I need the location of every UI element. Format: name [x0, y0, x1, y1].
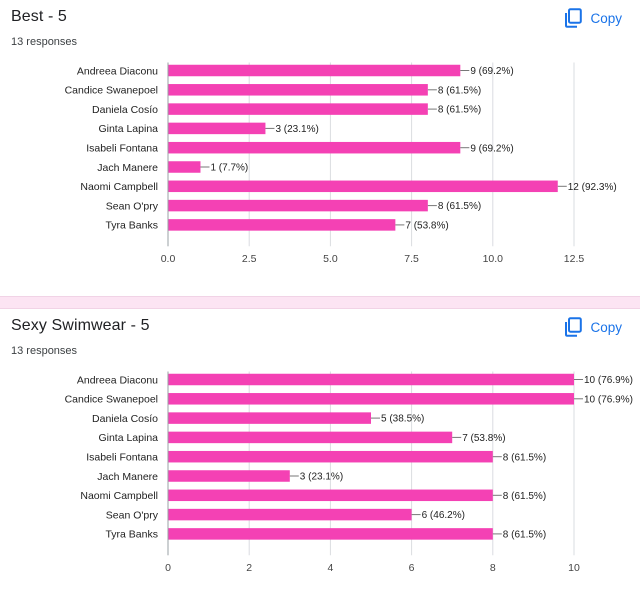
category-label: Naomi Campbell — [80, 181, 158, 193]
bar — [168, 199, 428, 212]
bar-chart-best: Andreea Diaconu 9 (69.2%) Candice Swanepoe… — [65, 62, 617, 265]
category-label: Isabeli Fontana — [86, 452, 158, 464]
copy-label: Copy — [590, 319, 622, 335]
response-count: 13 responses — [11, 36, 78, 48]
data-label: 8 (61.5%) — [503, 452, 546, 463]
data-label: 1 (7.7%) — [210, 163, 248, 174]
bar — [168, 373, 574, 386]
bar — [168, 412, 371, 424]
copy-label: Copy — [590, 10, 622, 26]
data-label: 6 (46.2%) — [422, 510, 465, 521]
x-tick-label: 7.5 — [404, 253, 419, 265]
data-label: 12 (92.3%) — [568, 182, 617, 193]
x-tick-label: 5.0 — [323, 253, 338, 265]
category-label: Tyra Banks — [105, 220, 158, 232]
bar — [168, 450, 493, 463]
copy-button[interactable]: Copy — [558, 4, 628, 32]
data-label: 9 (69.2%) — [470, 66, 513, 77]
bar — [168, 141, 461, 154]
x-tick-label: 12.5 — [564, 253, 585, 265]
category-label: Tyra Banks — [105, 529, 158, 541]
response-count: 13 responses — [11, 345, 78, 357]
category-label: Jach Manere — [97, 471, 158, 483]
copy-icon — [564, 8, 583, 28]
bar — [168, 161, 201, 173]
data-label: 7 (53.8%) — [462, 433, 505, 444]
data-label: 8 (61.5%) — [438, 105, 481, 116]
data-label: 3 (23.1%) — [300, 472, 343, 483]
x-tick-label: 2.5 — [242, 253, 257, 265]
x-tick-label: 4 — [327, 562, 333, 574]
bar-chart-sexy-swimwear: Andreea Diaconu 10 (76.9%) Candice Swanepo… — [65, 371, 633, 574]
data-label: 8 (61.5%) — [438, 85, 481, 96]
data-label: 5 (38.5%) — [381, 414, 424, 425]
category-label: Daniela Cosío — [92, 413, 158, 425]
data-label: 10 (76.9%) — [584, 375, 633, 386]
data-label: 3 (23.1%) — [275, 124, 318, 135]
category-label: Ginta Lapina — [98, 123, 158, 135]
bar — [168, 393, 574, 405]
question-title: Best - 5 — [11, 8, 67, 25]
x-tick-label: 2 — [246, 562, 252, 574]
bar — [168, 103, 428, 115]
bar — [168, 180, 558, 193]
x-tick-label: 10.0 — [483, 253, 504, 265]
bar — [168, 470, 290, 482]
category-label: Naomi Campbell — [80, 490, 158, 502]
question-card-sexy-swimwear: Sexy Swimwear - 5 13 responses Copy Andr… — [0, 309, 640, 610]
bar — [168, 122, 266, 135]
question-title: Sexy Swimwear - 5 — [11, 317, 150, 334]
category-label: Ginta Lapina — [98, 432, 158, 444]
data-label: 8 (61.5%) — [503, 530, 546, 541]
bar — [168, 431, 453, 444]
bar — [168, 489, 493, 502]
category-label: Jach Manere — [97, 162, 158, 174]
data-label: 8 (61.5%) — [438, 201, 481, 212]
bar — [168, 508, 412, 521]
category-label: Candice Swanepoel — [65, 394, 158, 406]
bar — [168, 84, 428, 96]
x-tick-label: 0.0 — [161, 253, 176, 265]
category-label: Daniela Cosío — [92, 104, 158, 116]
copy-button[interactable]: Copy — [558, 313, 628, 341]
category-label: Sean O'pry — [106, 200, 159, 212]
category-label: Candice Swanepoel — [65, 85, 158, 97]
data-label: 10 (76.9%) — [584, 394, 633, 405]
category-label: Andreea Diaconu — [77, 374, 158, 386]
bar — [168, 64, 461, 77]
x-tick-label: 8 — [490, 562, 496, 574]
question-card-best: Best - 5 13 responses Copy Andreea Diaco… — [0, 0, 640, 296]
x-tick-label: 0 — [165, 562, 171, 574]
bar — [168, 528, 493, 540]
bar — [168, 219, 396, 231]
section-separator — [0, 296, 640, 309]
x-tick-label: 10 — [568, 562, 580, 574]
category-label: Sean O'pry — [106, 509, 159, 521]
copy-icon — [564, 317, 583, 337]
data-label: 8 (61.5%) — [503, 491, 546, 502]
data-label: 9 (69.2%) — [470, 143, 513, 154]
data-label: 7 (53.8%) — [405, 221, 448, 232]
category-label: Isabeli Fontana — [86, 143, 158, 155]
x-tick-label: 6 — [409, 562, 415, 574]
category-label: Andreea Diaconu — [77, 65, 158, 77]
